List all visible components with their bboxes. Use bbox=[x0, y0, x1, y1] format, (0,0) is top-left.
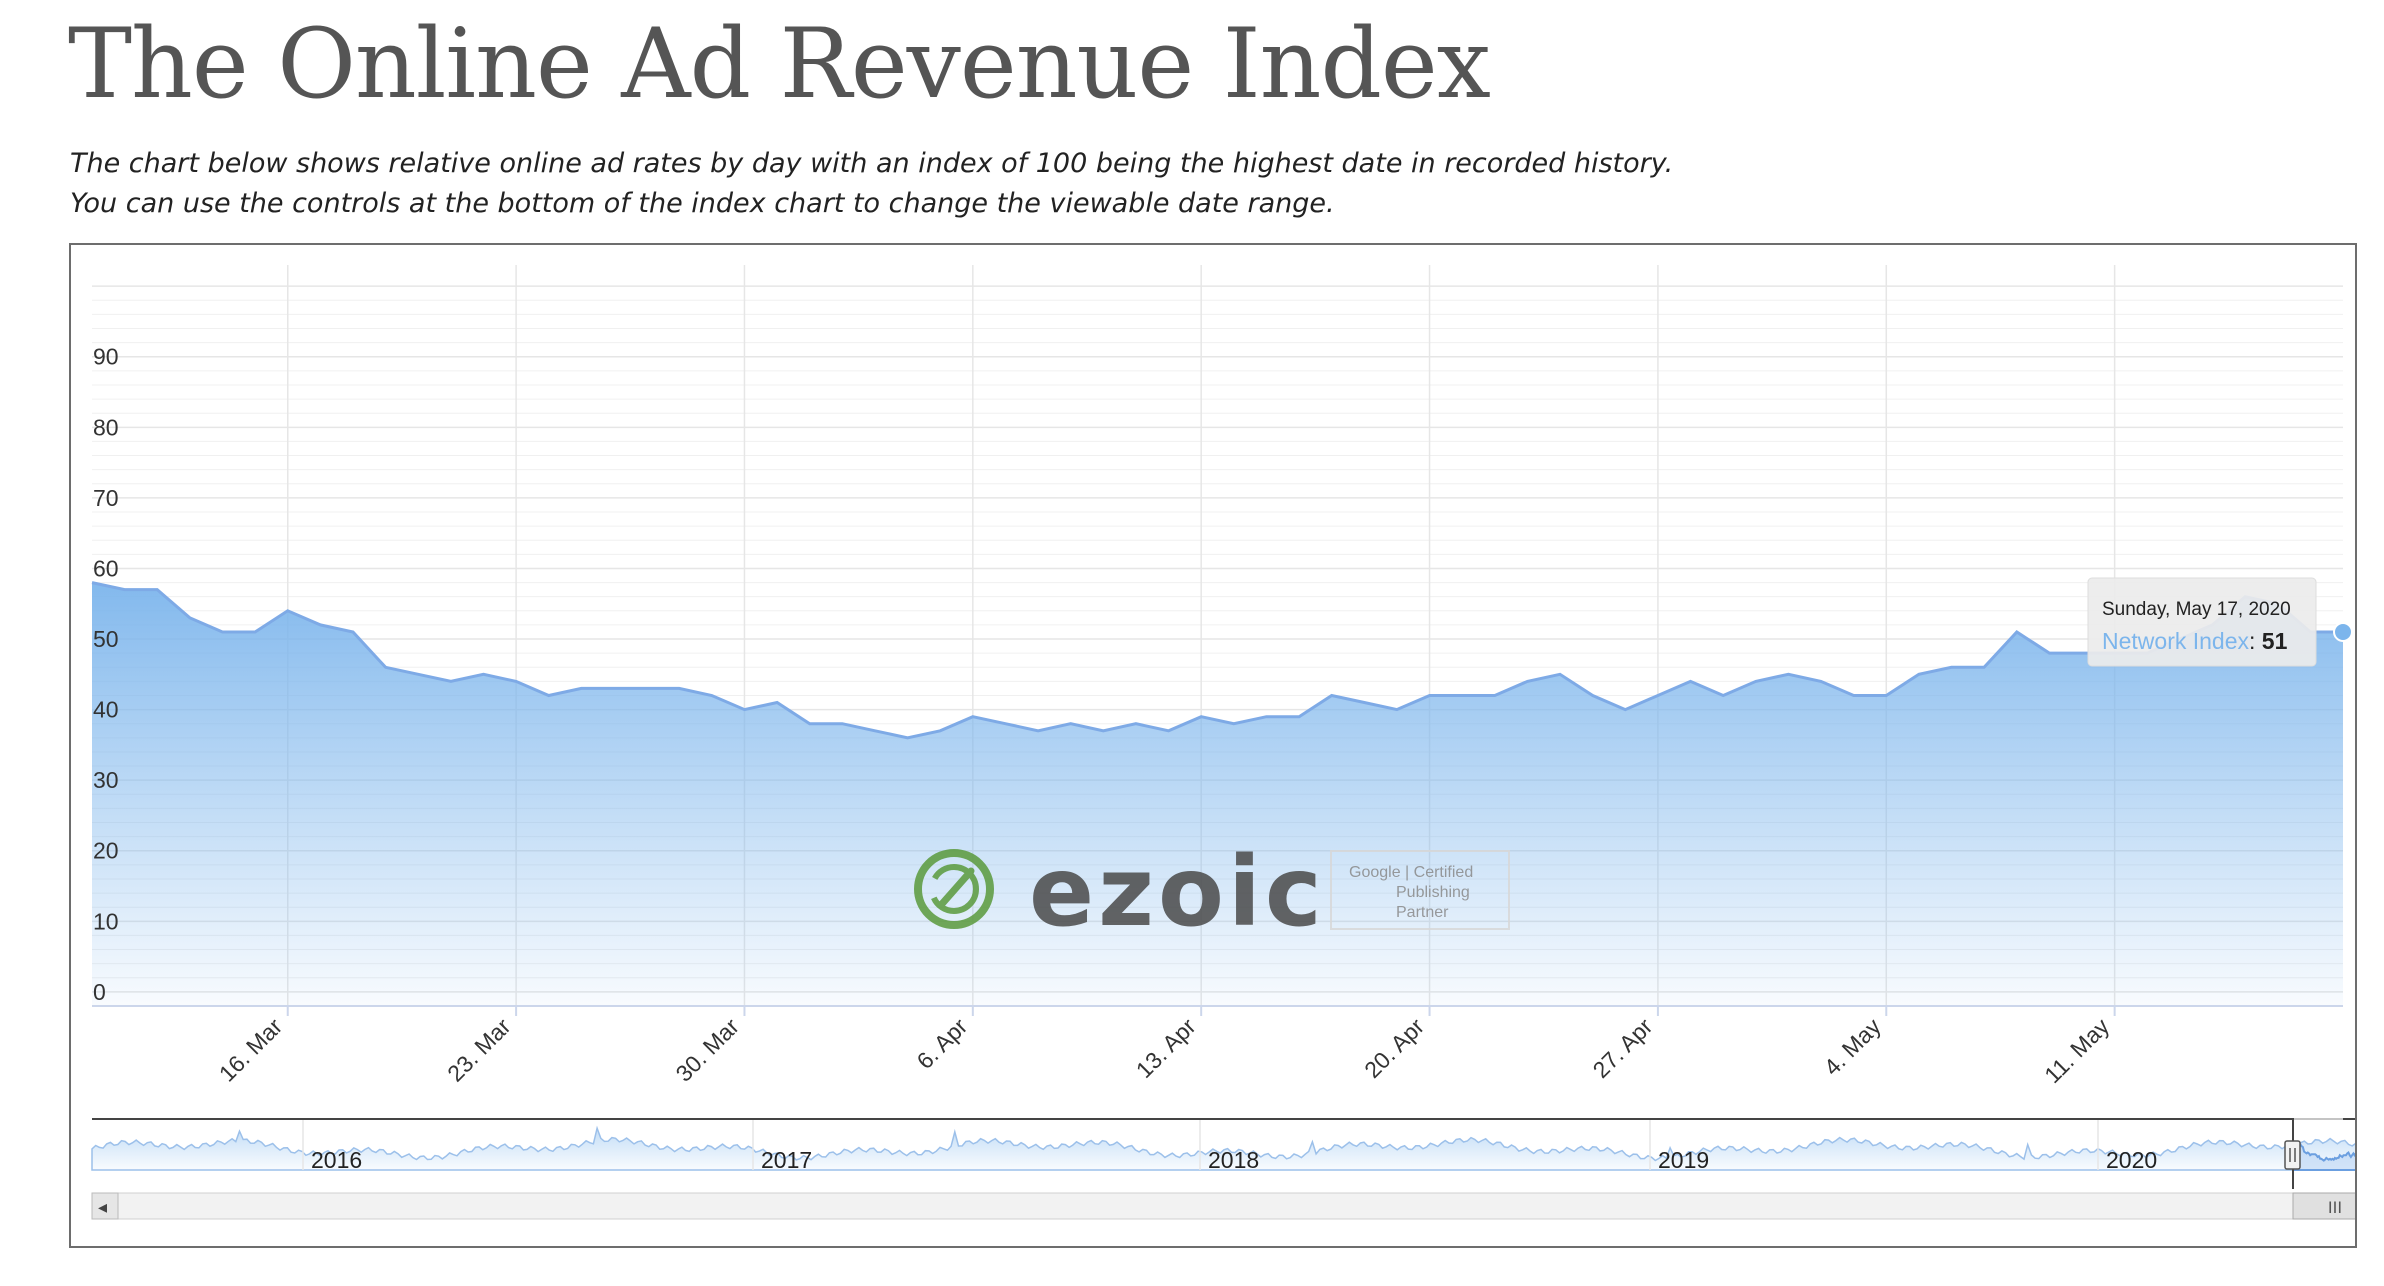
y-tick-label: 20 bbox=[93, 838, 119, 864]
x-tick-label: 4. May bbox=[1819, 1013, 1887, 1081]
tooltip-box bbox=[2087, 577, 2317, 667]
page-title: The Online Ad Revenue Index bbox=[68, 8, 1491, 120]
x-tick-label: 6. Apr bbox=[911, 1013, 972, 1074]
navigator-selected-series bbox=[2292, 1138, 2355, 1171]
x-tick-label: 11. May bbox=[2039, 1013, 2114, 1088]
scroll-left-arrow-icon: ◂ bbox=[98, 1197, 107, 1218]
tooltip-value: 51 bbox=[2262, 628, 2288, 654]
scrollbar[interactable]: ◂ III ▸ bbox=[91, 1192, 2355, 1220]
navigator-year-label: 2020 bbox=[2106, 1147, 2157, 1173]
navigator: 2016 2017 2018 2019 2020 bbox=[91, 1118, 2355, 1189]
x-tick-label: 30. Mar bbox=[670, 1013, 744, 1087]
y-tick-label: 60 bbox=[93, 555, 119, 581]
y-tick-label: 50 bbox=[93, 626, 119, 652]
google-badge-line-1: Google | Certified bbox=[1349, 864, 1473, 881]
intro-text: The chart below shows relative online ad… bbox=[70, 144, 1673, 224]
scrollbar-grip-icon: III bbox=[2328, 1198, 2342, 1217]
y-tick-label: 90 bbox=[93, 344, 119, 370]
x-tick-label: 16. Mar bbox=[214, 1013, 288, 1087]
series-line bbox=[91, 581, 2343, 740]
x-axis-labels: 16. Mar 23. Mar 30. Mar 6. Apr 13. Apr 20. Ap… bbox=[214, 1013, 2115, 1088]
chart-svg: ezoic Google | Certified Publishing Part… bbox=[91, 265, 2355, 1220]
tooltip-date: Sunday, May 17, 2020 bbox=[2102, 599, 2291, 620]
navigator-series bbox=[91, 1125, 2355, 1171]
navigator-year-label: 2019 bbox=[1658, 1147, 1709, 1173]
x-tick-label: 13. Apr bbox=[1131, 1013, 1201, 1083]
navigator-year-label: 2018 bbox=[1208, 1147, 1259, 1173]
tooltip-value-line: Network Index: 51 bbox=[2102, 628, 2288, 654]
y-tick-label: 70 bbox=[93, 485, 119, 511]
navigator-year-labels: 2016 2017 2018 2019 2020 bbox=[302, 1119, 2157, 1173]
y-tick-label: 40 bbox=[93, 697, 119, 723]
ezoic-watermark: ezoic Google | Certified Publishing Part… bbox=[914, 836, 1510, 948]
ezoic-logo-icon bbox=[914, 849, 994, 929]
navigator-year-label: 2016 bbox=[311, 1147, 362, 1173]
y-tick-label: 30 bbox=[93, 767, 119, 793]
navigator-year-label: 2017 bbox=[761, 1147, 812, 1173]
y-tick-label: 80 bbox=[93, 414, 119, 440]
intro-line-2: You can use the controls at the bottom o… bbox=[70, 188, 1335, 219]
tooltip-series-name: Network Index bbox=[2102, 628, 2250, 654]
google-badge-line-3: Partner bbox=[1396, 904, 1449, 921]
y-tick-label: 10 bbox=[93, 908, 119, 934]
ezoic-brand-text: ezoic bbox=[1029, 836, 1326, 948]
scroll-left-button[interactable]: ◂ bbox=[91, 1192, 119, 1220]
tooltip: Sunday, May 17, 2020 Network Index: 51 bbox=[2087, 577, 2317, 667]
scrollbar-track[interactable] bbox=[91, 1192, 2355, 1220]
y-tick-label: 0 bbox=[93, 979, 106, 1005]
x-tick-label: 23. Mar bbox=[442, 1013, 516, 1087]
x-tick-label: 27. Apr bbox=[1588, 1013, 1658, 1083]
navigator-unselected-range bbox=[92, 1118, 2294, 1170]
scrollbar-thumb[interactable]: III bbox=[2292, 1192, 2355, 1220]
intro-line-1: The chart below shows relative online ad… bbox=[70, 148, 1674, 179]
hover-point-marker bbox=[2333, 621, 2353, 642]
navigator-left-handle[interactable] bbox=[2284, 1140, 2301, 1170]
y-axis-labels: 0 10 20 30 40 50 60 70 80 90 bbox=[93, 344, 119, 1005]
google-badge-frame bbox=[1330, 850, 1510, 930]
google-badge-line-2: Publishing bbox=[1396, 884, 1470, 901]
x-tick-label: 20. Apr bbox=[1359, 1013, 1429, 1083]
chart-container: ezoic Google | Certified Publishing Part… bbox=[69, 243, 2357, 1248]
